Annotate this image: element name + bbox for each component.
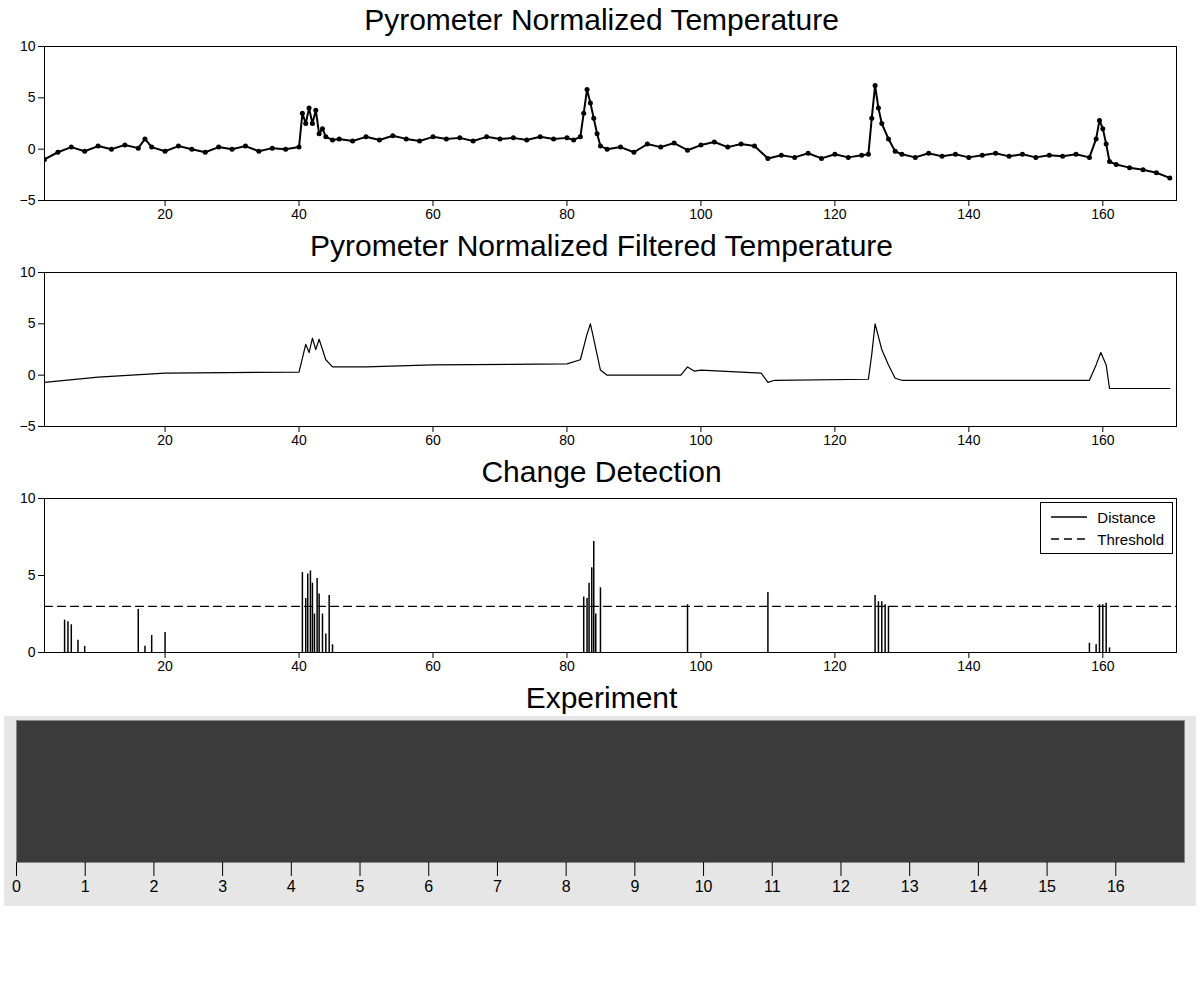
- svg-text:3: 3: [218, 878, 227, 895]
- svg-text:4: 4: [287, 878, 296, 895]
- svg-text:60: 60: [425, 658, 441, 674]
- svg-text:20: 20: [157, 206, 173, 222]
- svg-text:20: 20: [157, 658, 173, 674]
- svg-text:60: 60: [425, 432, 441, 448]
- svg-text:1: 1: [81, 878, 90, 895]
- svg-text:5: 5: [28, 89, 36, 105]
- svg-text:80: 80: [559, 658, 575, 674]
- svg-text:160: 160: [1091, 658, 1115, 674]
- svg-text:15: 15: [1038, 878, 1056, 895]
- html-text:Pyrometer Normalized Filtered: Pyrometer Normalized Filtered Temperatur…: [310, 229, 893, 262]
- html-text:Threshold: Threshold: [1097, 530, 1164, 548]
- svg-text:60: 60: [425, 206, 441, 222]
- svg-text:20: 20: [157, 432, 173, 448]
- svg-text:5: 5: [28, 315, 36, 331]
- html-text:Distance: Distance: [1097, 508, 1156, 526]
- svg-text:10: 10: [695, 878, 713, 895]
- svg-text:140: 140: [957, 206, 981, 222]
- html-text:Change Detection: Change Detection: [481, 455, 722, 488]
- svg-text:40: 40: [291, 658, 307, 674]
- svg-text:0: 0: [28, 644, 36, 660]
- svg-text:10: 10: [20, 38, 36, 54]
- svg-text:−5: −5: [20, 418, 36, 434]
- svg-text:0: 0: [12, 878, 21, 895]
- svg-text:5: 5: [28, 567, 36, 583]
- svg-text:40: 40: [291, 206, 307, 222]
- svg-text:100: 100: [689, 432, 713, 448]
- html-text:Experiment: Experiment: [525, 681, 678, 714]
- svg-text:16: 16: [1107, 878, 1125, 895]
- html-text:Pyrometer Normalized Temperatu: Pyrometer Normalized Temperature: [364, 3, 839, 36]
- svg-text:120: 120: [823, 658, 847, 674]
- svg-text:13: 13: [901, 878, 919, 895]
- svg-text:100: 100: [689, 658, 713, 674]
- svg-text:7: 7: [493, 878, 502, 895]
- svg-text:9: 9: [630, 878, 639, 895]
- svg-text:0: 0: [28, 141, 36, 157]
- svg-text:100: 100: [689, 206, 713, 222]
- svg-text:6: 6: [424, 878, 433, 895]
- svg-text:120: 120: [823, 206, 847, 222]
- svg-text:10: 10: [20, 264, 36, 280]
- svg-text:11: 11: [764, 878, 781, 895]
- svg-text:80: 80: [559, 432, 575, 448]
- svg-text:5: 5: [356, 878, 365, 895]
- svg-text:14: 14: [969, 878, 987, 895]
- svg-text:160: 160: [1091, 432, 1115, 448]
- svg-text:10: 10: [20, 490, 36, 506]
- svg-text:2: 2: [149, 878, 158, 895]
- svg-text:12: 12: [832, 878, 850, 895]
- svg-text:8: 8: [562, 878, 571, 895]
- svg-text:140: 140: [957, 432, 981, 448]
- svg-text:80: 80: [559, 206, 575, 222]
- svg-text:160: 160: [1091, 206, 1115, 222]
- svg-text:120: 120: [823, 432, 847, 448]
- svg-text:0: 0: [28, 367, 36, 383]
- svg-text:140: 140: [957, 658, 981, 674]
- svg-text:−5: −5: [20, 192, 36, 208]
- svg-text:40: 40: [291, 432, 307, 448]
